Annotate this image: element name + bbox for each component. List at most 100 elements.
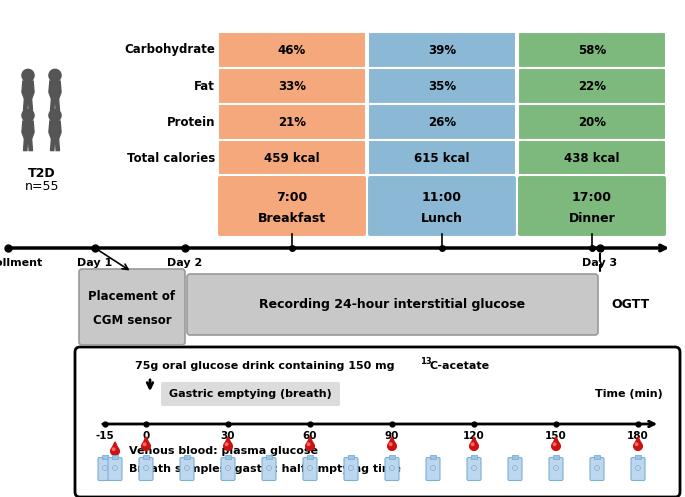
Circle shape <box>471 466 476 470</box>
Text: Total calories: Total calories <box>127 152 215 165</box>
Bar <box>102 455 108 459</box>
Bar <box>348 455 354 459</box>
Bar <box>518 140 666 176</box>
FancyBboxPatch shape <box>385 458 399 481</box>
Circle shape <box>349 466 353 470</box>
Text: Dinner: Dinner <box>569 212 615 225</box>
FancyBboxPatch shape <box>75 347 680 497</box>
Text: Gastric emptying (breath): Gastric emptying (breath) <box>169 389 332 399</box>
FancyBboxPatch shape <box>631 458 645 481</box>
Polygon shape <box>306 437 314 450</box>
Text: Day 3: Day 3 <box>582 258 618 268</box>
Text: Protein: Protein <box>166 115 215 129</box>
Circle shape <box>473 467 475 469</box>
Text: Enrollment: Enrollment <box>0 258 42 268</box>
Circle shape <box>142 442 150 450</box>
Polygon shape <box>51 98 55 111</box>
Text: 21%: 21% <box>278 115 306 129</box>
Circle shape <box>49 109 61 121</box>
Text: 58%: 58% <box>578 44 606 57</box>
Circle shape <box>114 467 116 469</box>
Circle shape <box>512 466 517 470</box>
FancyBboxPatch shape <box>180 458 194 481</box>
Circle shape <box>145 467 147 469</box>
Bar <box>143 455 149 459</box>
Circle shape <box>225 466 230 470</box>
Polygon shape <box>470 437 478 450</box>
Polygon shape <box>634 437 643 450</box>
Circle shape <box>103 467 106 469</box>
Bar <box>218 104 366 140</box>
Circle shape <box>103 466 108 470</box>
FancyBboxPatch shape <box>467 458 481 481</box>
FancyBboxPatch shape <box>221 458 235 481</box>
Text: 180: 180 <box>627 431 649 441</box>
Bar <box>307 455 313 459</box>
Text: 11:00: 11:00 <box>422 191 462 204</box>
Circle shape <box>22 69 34 82</box>
Text: Day 1: Day 1 <box>77 258 112 268</box>
Circle shape <box>306 442 314 450</box>
FancyBboxPatch shape <box>590 458 604 481</box>
Polygon shape <box>28 98 32 111</box>
Text: C-acetate: C-acetate <box>430 361 490 371</box>
Text: 22%: 22% <box>578 80 606 92</box>
Text: 39%: 39% <box>428 44 456 57</box>
Bar <box>368 104 516 140</box>
Bar <box>368 32 516 68</box>
Circle shape <box>470 442 478 450</box>
Text: Lunch: Lunch <box>421 212 463 225</box>
Text: 60: 60 <box>303 431 317 441</box>
Circle shape <box>595 466 599 470</box>
FancyBboxPatch shape <box>108 458 122 481</box>
Circle shape <box>471 443 474 445</box>
Polygon shape <box>111 442 119 455</box>
Bar <box>218 32 366 68</box>
Bar <box>594 455 600 459</box>
Bar <box>518 104 666 140</box>
Bar <box>553 455 559 459</box>
Text: Breakfast: Breakfast <box>258 212 326 225</box>
Polygon shape <box>22 121 34 138</box>
FancyBboxPatch shape <box>217 175 367 237</box>
Circle shape <box>144 466 149 470</box>
FancyBboxPatch shape <box>517 175 667 237</box>
Circle shape <box>553 466 558 470</box>
Circle shape <box>111 447 119 455</box>
FancyBboxPatch shape <box>98 458 112 481</box>
Text: 33%: 33% <box>278 80 306 92</box>
Circle shape <box>22 109 34 121</box>
Text: 30: 30 <box>221 431 235 441</box>
FancyBboxPatch shape <box>79 269 185 345</box>
Text: Fat: Fat <box>194 80 215 92</box>
Circle shape <box>388 442 396 450</box>
FancyBboxPatch shape <box>426 458 440 481</box>
Polygon shape <box>23 98 27 111</box>
Text: Time (min): Time (min) <box>595 389 663 399</box>
Circle shape <box>308 466 312 470</box>
Text: 35%: 35% <box>428 80 456 92</box>
Bar <box>635 455 641 459</box>
Text: Recording 24-hour interstitial glucose: Recording 24-hour interstitial glucose <box>260 298 525 311</box>
Bar <box>218 140 366 176</box>
Circle shape <box>309 467 312 469</box>
Polygon shape <box>224 437 232 450</box>
Text: 438 kcal: 438 kcal <box>564 152 620 165</box>
Text: 75g oral glucose drink containing 150 mg: 75g oral glucose drink containing 150 mg <box>135 361 399 371</box>
Text: Venous blood: plasma glucose: Venous blood: plasma glucose <box>129 446 318 456</box>
Bar <box>518 32 666 68</box>
Text: CGM sensor: CGM sensor <box>92 315 171 328</box>
Circle shape <box>431 466 436 470</box>
Circle shape <box>186 467 188 469</box>
Text: Placement of: Placement of <box>88 290 175 303</box>
Bar <box>225 455 231 459</box>
Circle shape <box>225 443 228 445</box>
Circle shape <box>636 467 639 469</box>
Polygon shape <box>49 81 61 98</box>
Circle shape <box>184 466 189 470</box>
Text: Day 2: Day 2 <box>167 258 203 268</box>
Polygon shape <box>49 121 61 138</box>
Bar <box>368 140 516 176</box>
Text: -15: -15 <box>96 431 114 441</box>
Bar <box>112 455 118 459</box>
